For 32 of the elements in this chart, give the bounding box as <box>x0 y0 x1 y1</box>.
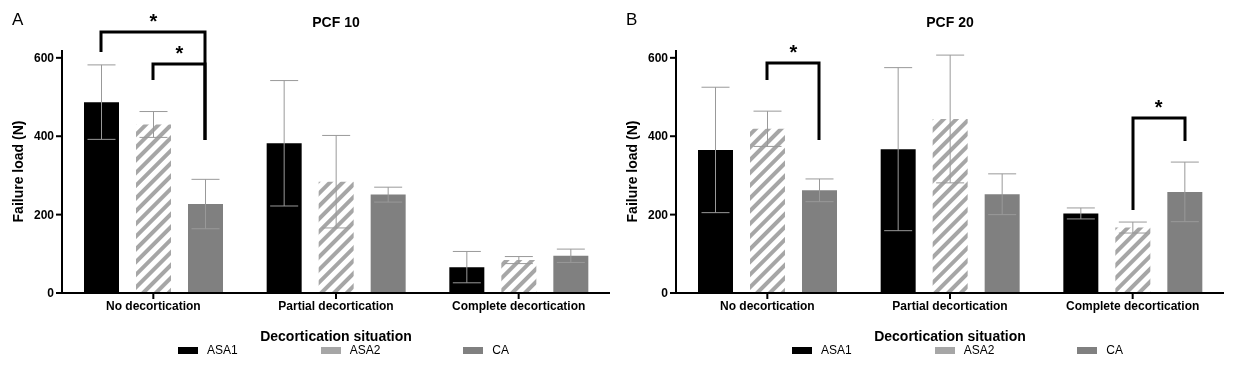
y-tick-label: 200 <box>33 207 55 222</box>
x-tick-label: No decortication <box>719 298 815 313</box>
annotation: * <box>1153 96 1164 119</box>
annotation: * <box>174 42 185 65</box>
x-tick-label: Partial decortication <box>278 298 394 313</box>
text: B <box>626 10 638 30</box>
y-tick-label: 400 <box>33 129 55 144</box>
annotation: * <box>788 41 799 64</box>
y-axis-title: Failure load (N) <box>623 120 640 223</box>
text: * <box>148 10 159 33</box>
legend-label: CA <box>491 343 509 357</box>
chart-title: PCF 10 <box>312 14 360 30</box>
legend-label: ASA2 <box>962 343 995 357</box>
y-tick-label: 600 <box>33 51 55 66</box>
y-tick-label: 0 <box>661 286 669 301</box>
y-tick-label: 200 <box>647 207 669 222</box>
y-tick-label: 400 <box>647 129 669 144</box>
y-tick-label: 0 <box>47 286 55 301</box>
x-tick-label: Complete decortication <box>1065 298 1200 313</box>
legend-label: ASA1 <box>206 343 238 357</box>
x-axis-title: Decortication situation <box>260 328 412 344</box>
text: A <box>12 10 24 30</box>
legend-label: ASA1 <box>820 343 852 357</box>
x-axis-title: Decortication situation <box>874 328 1026 344</box>
x-tick-label: No decortication <box>105 298 201 313</box>
legend-label: ASA2 <box>348 343 381 357</box>
y-tick-label: 600 <box>647 51 669 66</box>
legend-label: CA <box>1105 343 1123 357</box>
y-axis-title: Failure load (N) <box>9 120 26 223</box>
x-tick-label: Complete decortication <box>451 298 586 313</box>
x-tick-label: Partial decortication <box>892 298 1008 313</box>
chart-title: PCF 20 <box>925 14 975 30</box>
